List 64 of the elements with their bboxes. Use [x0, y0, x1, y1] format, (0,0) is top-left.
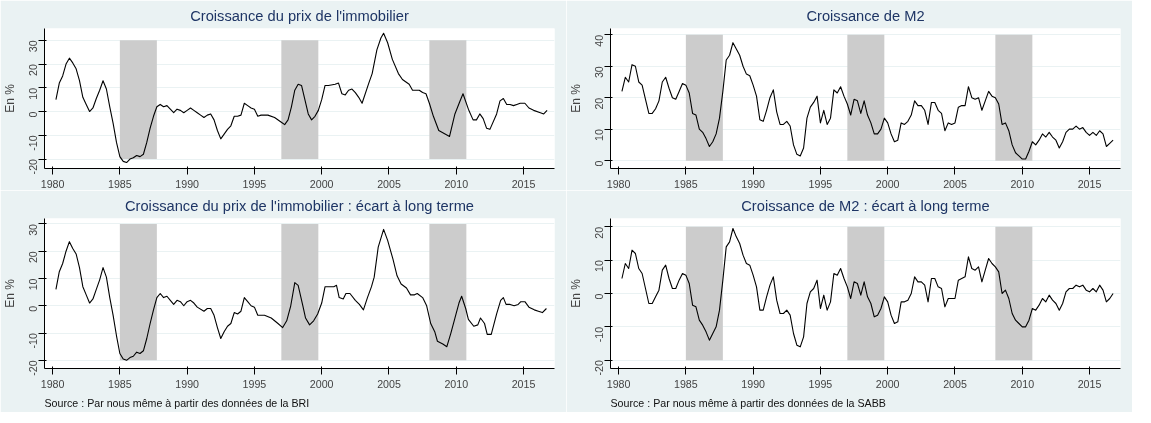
y-tick-label: 10	[27, 87, 40, 100]
y-axis-title: En %	[569, 278, 584, 308]
y-tick-label: 30	[27, 223, 40, 236]
x-tick-label: 2015	[1077, 377, 1102, 390]
y-tick-label: 0	[27, 305, 40, 312]
x-tick-label: 1990	[741, 377, 766, 390]
x-tick-label: 1980	[40, 377, 65, 390]
chart-title: Croissance du prix de l'immobilier	[190, 7, 409, 24]
chart-title: Croissance de M2	[806, 7, 925, 24]
x-tick-label: 1995	[808, 177, 833, 190]
y-tick-label: 40	[593, 34, 606, 47]
source-note: Source : Par nous même à partir des données de la BRI	[44, 396, 310, 409]
y-tick-label: 0	[27, 111, 40, 118]
x-tick-label: 2000	[309, 177, 334, 190]
x-tick-label: 2010	[1010, 377, 1035, 390]
y-axis-title: En %	[569, 83, 584, 113]
x-tick-label: 2005	[377, 377, 401, 390]
x-tick-label: 1995	[242, 177, 267, 190]
x-tick-label: 2005	[943, 177, 967, 190]
x-tick-label: 2000	[875, 177, 900, 190]
x-tick-label: 1995	[808, 377, 833, 390]
y-tick-label: 10	[593, 260, 606, 273]
y-tick-label: -10	[593, 326, 606, 343]
y-tick-label: 0	[593, 160, 606, 167]
chart-title: Croissance du prix de l'immobilier : écart à long terme	[125, 197, 475, 214]
x-tick-label: 1990	[175, 177, 200, 190]
y-tick-label: 0	[593, 293, 606, 300]
x-tick-label: 1980	[40, 177, 65, 190]
y-tick-label: -20	[27, 360, 40, 376]
y-tick-label: -10	[27, 332, 40, 349]
x-tick-label: 1995	[242, 377, 267, 390]
y-tick-label: 10	[593, 129, 606, 142]
x-tick-label: 2010	[444, 377, 469, 390]
y-tick-label: 20	[593, 97, 606, 110]
y-tick-label: -20	[27, 158, 40, 175]
x-tick-label: 2005	[377, 177, 401, 190]
x-tick-label: 2015	[1077, 177, 1102, 190]
x-tick-label: 1985	[674, 377, 698, 390]
x-tick-label: 1985	[674, 177, 698, 190]
y-tick-label: 30	[27, 40, 40, 53]
x-tick-label: 1985	[108, 377, 132, 390]
y-tick-label: 20	[27, 251, 40, 264]
x-tick-label: 1985	[108, 177, 132, 190]
y-tick-label: 30	[593, 66, 606, 79]
chart-title: Croissance de M2 : écart à long terme	[741, 197, 990, 214]
x-tick-label: 2015	[511, 377, 536, 390]
y-tick-label: 10	[27, 278, 40, 291]
source-note: Source : Par nous même à partir des données de la SABB	[610, 396, 886, 409]
x-tick-label: 1990	[175, 377, 200, 390]
y-axis-title: En %	[3, 83, 18, 113]
y-tick-label: -20	[593, 360, 606, 376]
y-tick-label: -10	[27, 135, 40, 151]
x-tick-label: 1990	[741, 177, 766, 190]
x-tick-label: 2000	[309, 377, 334, 390]
x-tick-label: 1980	[606, 177, 631, 190]
x-tick-label: 2015	[511, 177, 536, 190]
x-tick-label: 2010	[444, 177, 469, 190]
x-tick-label: 2000	[875, 377, 900, 390]
y-tick-label: 20	[27, 64, 40, 76]
y-tick-label: 20	[593, 226, 606, 239]
x-tick-label: 2010	[1010, 177, 1035, 190]
x-tick-label: 1980	[606, 377, 631, 390]
x-tick-label: 2005	[943, 377, 967, 390]
y-axis-title: En %	[3, 278, 18, 308]
